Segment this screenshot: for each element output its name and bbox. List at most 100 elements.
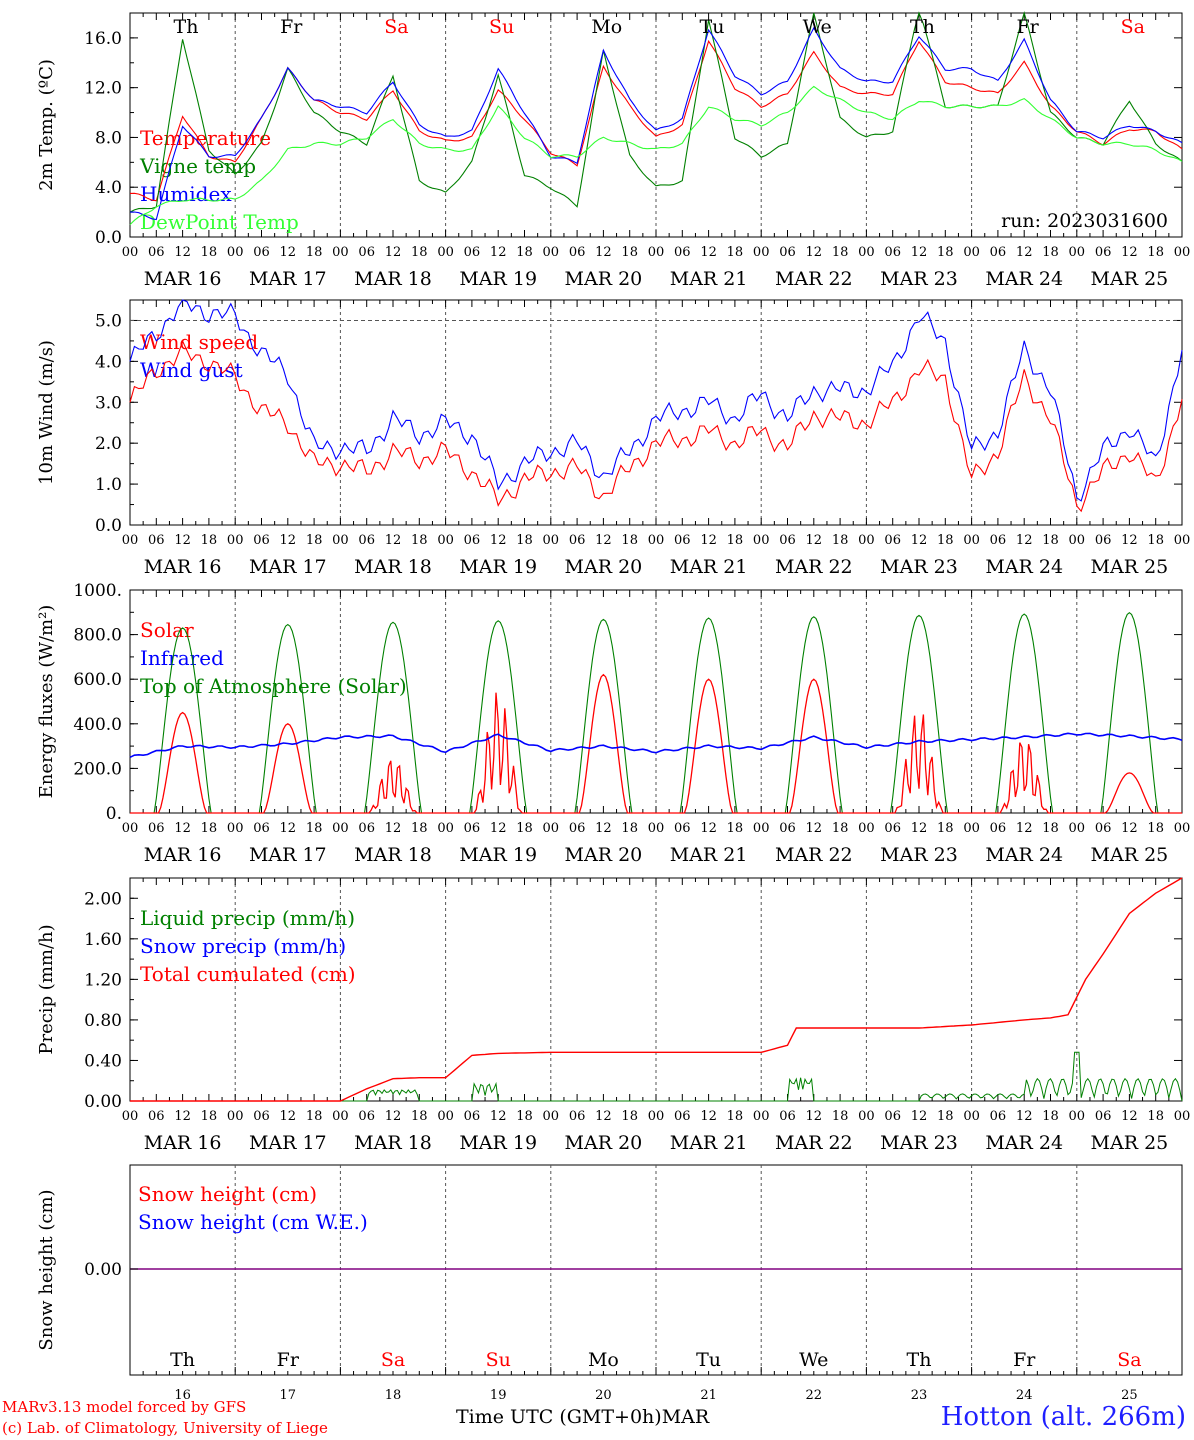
hour-tick-label: 12 [490,821,507,836]
hour-tick-label: 06 [674,1109,691,1124]
hour-tick-label: 18 [306,245,323,260]
hour-tick-label: 18 [411,533,428,548]
hour-tick-label: 06 [358,533,375,548]
hour-tick-label: 12 [911,821,928,836]
hour-tick-label: 06 [148,1109,165,1124]
date-label: MAR 16 [144,844,222,866]
hour-tick-label: 00 [753,533,770,548]
hour-tick-label: 18 [1042,1109,1059,1124]
hour-tick-label: 12 [911,245,928,260]
hour-tick-label: 06 [569,821,586,836]
hour-tick-label: 12 [700,821,717,836]
date-label: MAR 18 [354,1132,432,1154]
hour-tick-label: 18 [621,245,638,260]
hour-tick-label: 12 [595,1109,612,1124]
hour-tick-label: 06 [990,245,1007,260]
hour-tick-label: 18 [727,533,744,548]
hour-tick-label: 06 [990,821,1007,836]
date-label: MAR 25 [1091,1132,1169,1154]
hour-tick-label: 12 [385,245,402,260]
hour-tick-label: 18 [306,1109,323,1124]
hour-tick-label: 18 [937,533,954,548]
weekday-label: We [799,1349,828,1371]
hour-tick-label: 12 [700,245,717,260]
hour-tick-label: 00 [963,533,980,548]
weekday-label: Su [486,1349,511,1371]
hour-tick-label: 18 [516,245,533,260]
hour-tick-label: 06 [674,821,691,836]
date-label: MAR 21 [670,268,748,290]
y-tick-label: 0.0 [95,228,122,248]
date-label: MAR 24 [985,556,1063,578]
hour-tick-label: 18 [937,1109,954,1124]
hour-tick-label: 00 [437,1109,454,1124]
weekday-label: Mo [591,16,622,38]
hour-tick-label: 18 [1147,821,1164,836]
hour-tick-label: 00 [227,1109,244,1124]
hour-tick-label: 18 [727,1109,744,1124]
hour-tick-label: 12 [1016,533,1033,548]
weekday-label: Tu [696,1349,721,1371]
hour-tick-label: 12 [280,533,297,548]
hour-tick-label: 12 [806,533,823,548]
hour-tick-label: 06 [569,245,586,260]
day-number-label: 25 [1121,1388,1138,1403]
hour-tick-label: 06 [779,245,796,260]
hour-tick-label: 06 [990,533,1007,548]
y-tick-label: 2.0 [95,434,122,454]
lab-credit: (c) Lab. of Climatology, University of L… [2,1419,328,1437]
hour-tick-label: 00 [1069,821,1086,836]
hour-tick-label: 12 [174,245,191,260]
y-axis-label: Precip (mm/h) [36,924,57,1054]
y-axis-label: Energy fluxes (W/m²) [36,605,57,799]
hour-tick-label: 18 [516,1109,533,1124]
y-axis-label: Snow height (cm) [36,1189,57,1350]
hour-tick-label: 06 [253,245,270,260]
hour-tick-label: 18 [832,245,849,260]
hour-tick-label: 18 [201,1109,218,1124]
hour-tick-label: 18 [727,245,744,260]
hour-tick-label: 12 [700,1109,717,1124]
hour-tick-label: 00 [543,1109,560,1124]
weekday-label: Sa [1117,1349,1141,1371]
hour-tick-label: 06 [358,821,375,836]
day-number-label: 18 [385,1388,402,1403]
hour-tick-label: 18 [621,1109,638,1124]
hour-tick-label: 00 [437,821,454,836]
hour-tick-label: 18 [832,821,849,836]
hour-tick-label: 06 [674,533,691,548]
weekday-label: Sa [384,16,408,38]
y-tick-label: 0.00 [84,1092,122,1112]
day-number-label: 17 [280,1388,297,1403]
panel-precip: 0.00 0.40 0.80 1.20 1.60 2.00 Precip (mm/h) 00 0… [36,877,1191,1154]
hour-tick-label: 12 [595,821,612,836]
date-label: MAR 16 [144,1132,222,1154]
hour-tick-label: 12 [174,821,191,836]
hour-tick-label: 00 [332,533,349,548]
hour-tick-label: 12 [1016,245,1033,260]
hour-tick-label: 06 [148,245,165,260]
series-line [129,85,1183,225]
hour-tick-label: 12 [385,533,402,548]
hour-tick-label: 00 [963,1109,980,1124]
hour-tick-label: 18 [621,533,638,548]
series-line [129,11,1183,213]
hour-tick-label: 00 [1174,1109,1191,1124]
y-tick-label: 5.0 [95,311,122,331]
y-tick-label: 2.00 [84,889,122,909]
date-label: MAR 19 [459,844,537,866]
hour-tick-label: 12 [385,821,402,836]
day-number-label: 24 [1016,1388,1033,1403]
solar-line [130,673,1182,814]
date-label: MAR 24 [985,844,1063,866]
hour-tick-label: 00 [753,245,770,260]
panel-snow: 0.00 Snow height (cm) Snow height (cm) Snow… [36,1164,1183,1403]
date-label: MAR 18 [354,268,432,290]
hour-tick-label: 18 [306,533,323,548]
hour-tick-label: 12 [174,1109,191,1124]
model-credit: MARv3.13 model forced by GFS [2,1398,247,1416]
hour-tick-label: 00 [437,245,454,260]
legend-entry: Wind speed [140,330,258,354]
hour-tick-label: 06 [253,533,270,548]
legend-entry: Liquid precip (mm/h) [140,906,355,930]
